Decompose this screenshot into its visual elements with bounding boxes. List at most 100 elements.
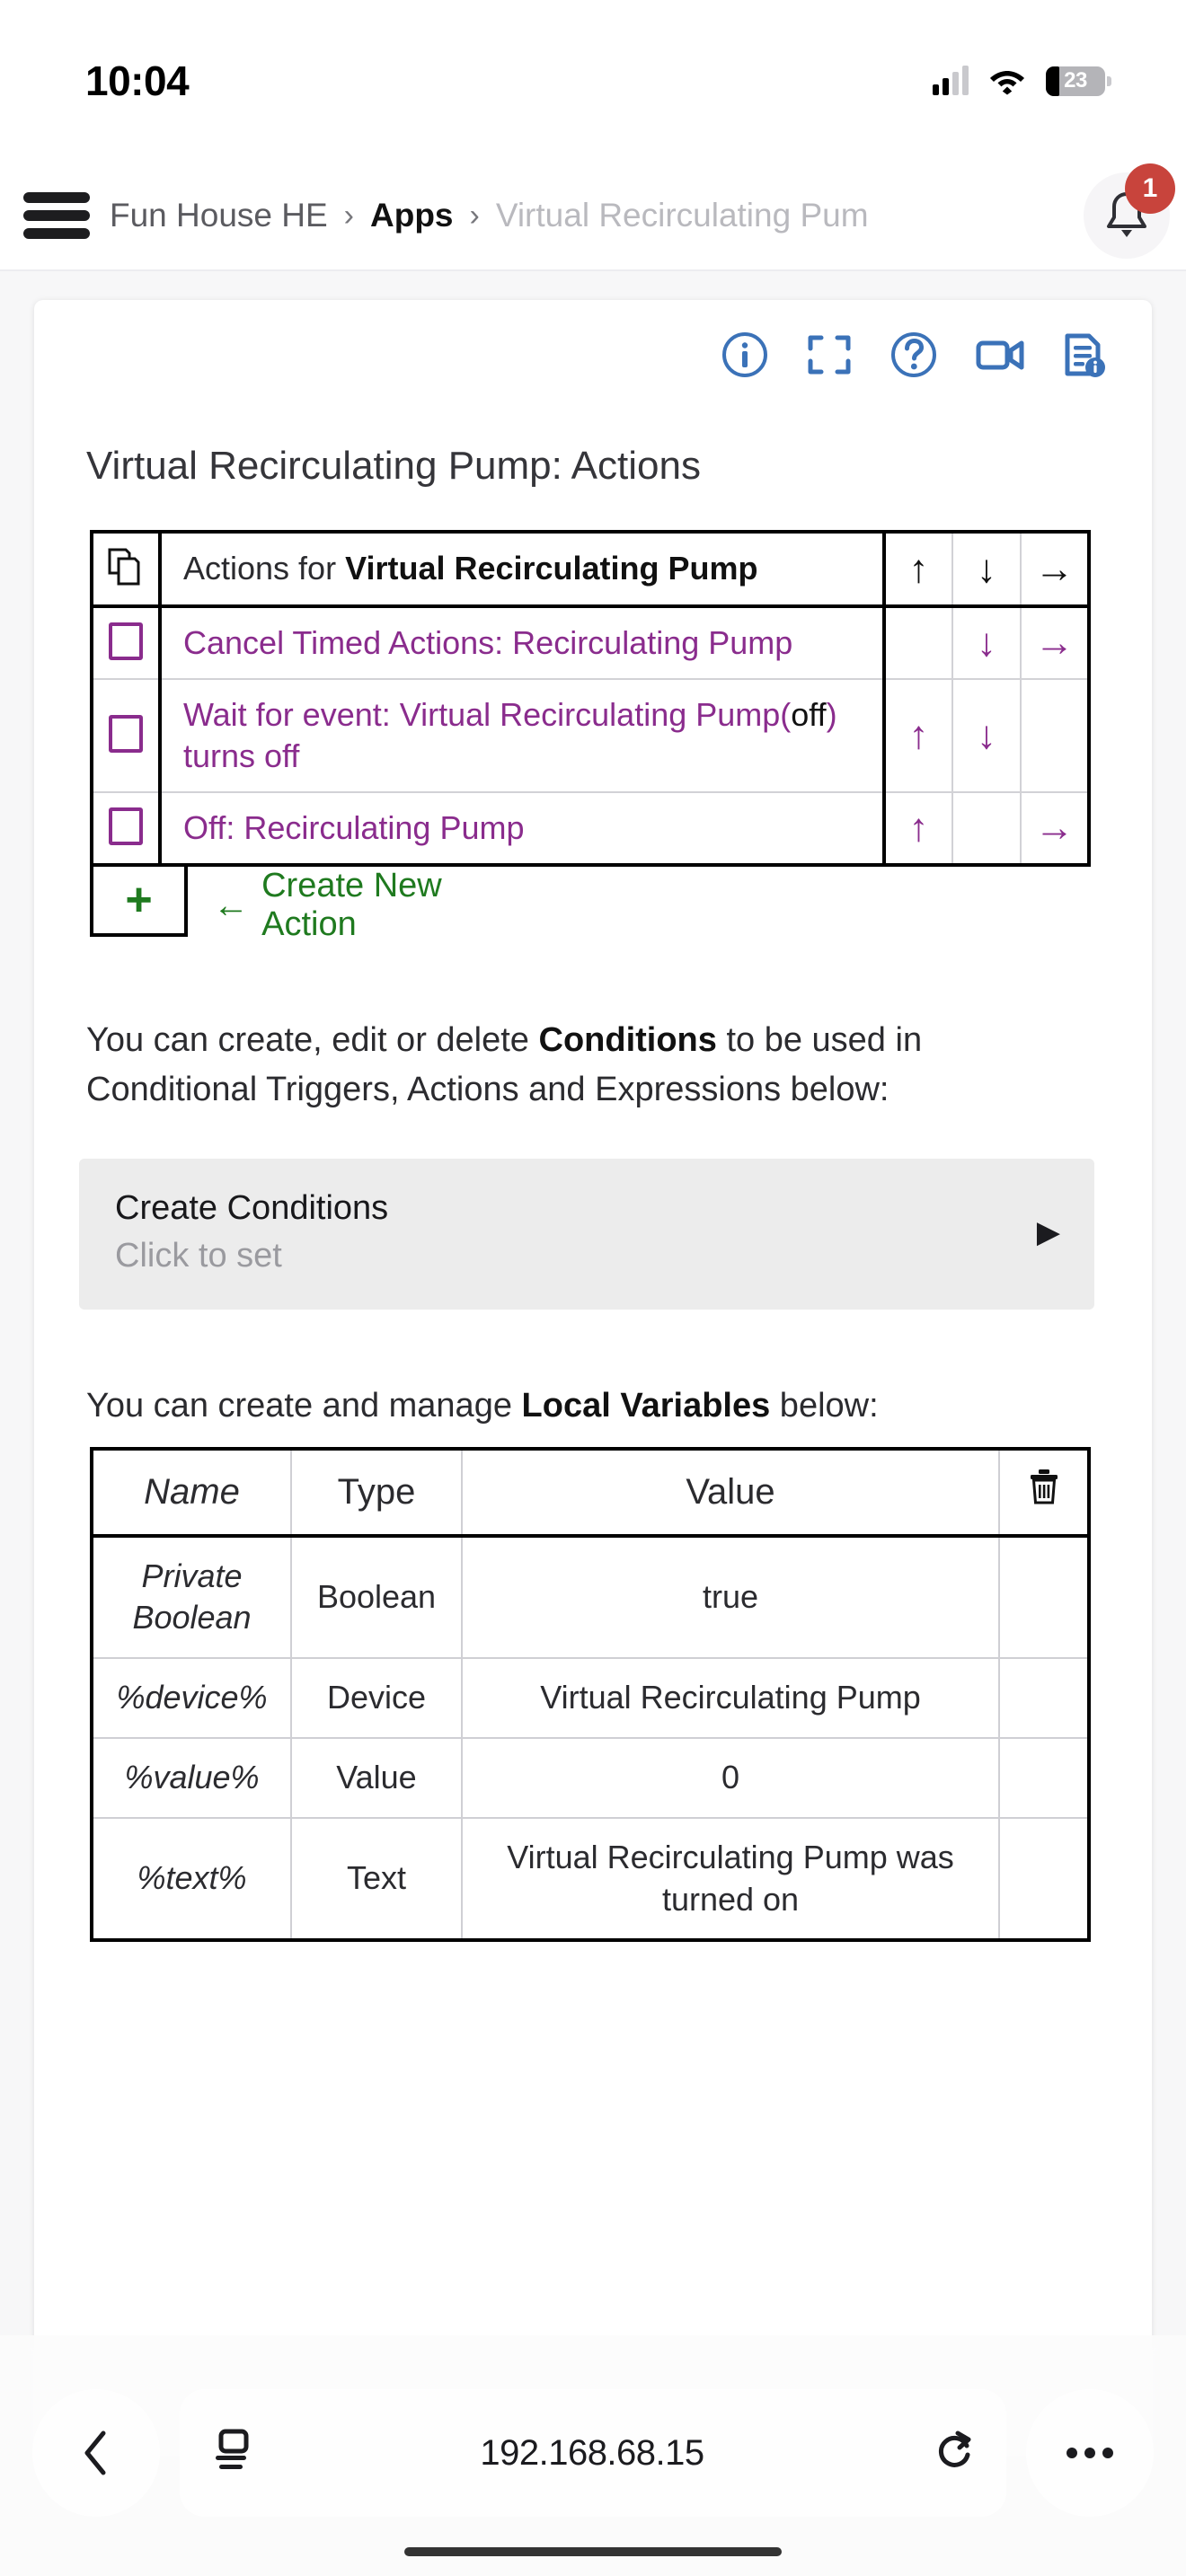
notifications-button[interactable]: 1 [1084, 163, 1175, 259]
action-link[interactable]: Cancel Timed Actions: Recirculating Pump [183, 624, 793, 661]
action-label-pre: Wait for event: Virtual Recirculating Pu… [183, 696, 792, 734]
reload-icon [938, 2430, 971, 2467]
column-header-type: Type [291, 1448, 463, 1538]
hamburger-menu-icon[interactable] [23, 189, 90, 243]
table-row[interactable]: %text% Text Virtual Recirculating Pump w… [92, 1817, 1089, 1941]
more-options-button[interactable] [1026, 2389, 1154, 2517]
action-checkbox[interactable] [109, 714, 143, 753]
notification-badge: 1 [1125, 163, 1175, 214]
action-checkbox-cell[interactable] [92, 679, 162, 794]
variable-delete-button[interactable] [999, 1738, 1089, 1818]
create-conditions-button[interactable]: Create Conditions Click to set ▶ [79, 1158, 1094, 1310]
variable-value[interactable]: Virtual Recirculating Pump [462, 1658, 1000, 1738]
indent-button[interactable] [1021, 679, 1089, 794]
variable-value[interactable]: true [462, 1535, 1000, 1659]
table-row[interactable]: Private Boolean Boolean true [92, 1535, 1089, 1659]
status-bar-icons: 23 [933, 66, 1111, 96]
table-row: Wait for event: Virtual Recirculating Pu… [92, 679, 1089, 794]
app-card: Virtual Recirculating Pump: Actions Acti… [34, 300, 1152, 2456]
variables-description: You can create and manage Local Variable… [86, 1381, 1066, 1431]
move-up-button[interactable]: ↑ [884, 792, 953, 866]
action-checkbox-cell[interactable] [92, 606, 162, 681]
copy-pages-icon [106, 546, 146, 592]
action-label-cell[interactable]: Cancel Timed Actions: Recirculating Pump [160, 606, 886, 681]
create-conditions-text: Create Conditions Click to set [115, 1189, 388, 1275]
create-conditions-title: Create Conditions [115, 1188, 389, 1227]
copy-column-header[interactable] [92, 532, 162, 608]
home-indicator [404, 2547, 782, 2556]
help-circle-icon[interactable] [890, 331, 938, 379]
url-bar[interactable]: 192.168.68.15 [180, 2389, 1006, 2517]
reader-view-icon[interactable] [210, 2428, 250, 2479]
move-down-button[interactable]: ↓ [952, 606, 1022, 681]
column-header-value: Value [462, 1448, 1000, 1538]
variables-description-bold: Local Variables [521, 1386, 771, 1425]
actions-header-prefix: Actions for [183, 550, 337, 587]
variable-name: %value% [92, 1737, 292, 1818]
table-row: Cancel Timed Actions: Recirculating Pump… [92, 606, 1089, 681]
variable-name: %text% [92, 1817, 292, 1941]
indent-button[interactable]: → [1034, 806, 1075, 851]
actions-table-title: Actions for Virtual Recirculating Pump [160, 532, 886, 608]
variable-delete-button[interactable] [999, 1536, 1089, 1659]
cellular-signal-icon [933, 66, 969, 95]
variables-table-header: Name Type Value [92, 1448, 1089, 1538]
reload-button[interactable] [934, 2428, 976, 2479]
variable-name: Private Boolean [92, 1535, 292, 1659]
variables-description-part1: You can create and manage [86, 1386, 522, 1425]
action-checkbox[interactable] [109, 807, 143, 845]
create-new-action-label[interactable]: ← Create New Action [188, 867, 512, 944]
add-action-button[interactable]: + [90, 867, 189, 938]
create-new-action-text: Create New Action [261, 867, 442, 944]
action-label-cell[interactable]: Wait for event: Virtual Recirculating Pu… [160, 679, 886, 794]
create-new-action-row: + ← Create New Action [90, 867, 512, 944]
move-down-button[interactable] [952, 792, 1022, 866]
conditions-description-part1: You can create, edit or delete [86, 1021, 539, 1060]
trash-icon [1030, 1469, 1058, 1504]
action-label-state: off [791, 696, 827, 734]
variable-delete-button[interactable] [999, 1658, 1089, 1738]
move-down-column-header: ↓ [952, 532, 1022, 608]
wifi-icon [988, 66, 1026, 95]
variable-value[interactable]: Virtual Recirculating Pump was turned on [462, 1817, 1000, 1941]
page-title: Virtual Recirculating Pump: Actions [86, 444, 701, 488]
variable-type: Device [291, 1658, 463, 1738]
move-up-button[interactable]: ↑ [884, 679, 953, 794]
conditions-description-part2: to be used in Conditional Triggers, Acti… [86, 1021, 923, 1109]
table-row[interactable]: %value% Value 0 [92, 1737, 1089, 1818]
move-down-button[interactable]: ↓ [952, 679, 1022, 794]
table-row[interactable]: %device% Device Virtual Recirculating Pu… [92, 1658, 1089, 1738]
arrow-left-icon: ← [213, 885, 250, 925]
indent-column-header: → [1021, 532, 1089, 608]
column-header-name: Name [92, 1448, 292, 1538]
breadcrumb-item-apps[interactable]: Apps [370, 197, 454, 234]
action-checkbox-cell[interactable] [92, 792, 162, 866]
variable-delete-button[interactable] [999, 1818, 1089, 1941]
breadcrumb-item-home[interactable]: Fun House HE [110, 197, 328, 234]
local-variables-table: Name Type Value [90, 1446, 1091, 1943]
move-up-button[interactable] [884, 606, 953, 681]
action-label-cell[interactable]: Off: Recirculating Pump [160, 792, 886, 866]
url-text[interactable]: 192.168.68.15 [480, 2432, 704, 2473]
create-conditions-subtitle: Click to set [115, 1236, 282, 1275]
info-circle-icon[interactable] [721, 331, 769, 379]
table-row: Off: Recirculating Pump ↑ → [92, 792, 1089, 866]
document-info-icon[interactable] [1058, 331, 1107, 379]
fullscreen-icon[interactable] [805, 331, 854, 379]
chevron-right-icon: ▶ [1036, 1214, 1060, 1249]
action-link[interactable]: Off: Recirculating Pump [183, 809, 525, 847]
indent-button[interactable]: → [1021, 606, 1089, 681]
back-button[interactable] [32, 2389, 160, 2517]
column-header-delete[interactable] [999, 1448, 1089, 1538]
breadcrumb-item-current: Virtual Recirculating Pum [495, 197, 869, 234]
variable-type: Boolean [291, 1535, 463, 1659]
card-toolbar [74, 327, 1112, 379]
video-camera-icon[interactable] [974, 331, 1024, 379]
browser-bottom-bar: 192.168.68.15 [0, 2335, 1186, 2576]
variable-value[interactable]: 0 [462, 1737, 1000, 1818]
action-checkbox[interactable] [109, 622, 143, 660]
status-bar: 10:04 23 [0, 0, 1186, 162]
more-dots-icon [1067, 2448, 1113, 2458]
actions-table-header: Actions for Virtual Recirculating Pump ↑… [92, 532, 1089, 608]
action-link[interactable]: Wait for event: Virtual Recirculating Pu… [183, 696, 837, 774]
